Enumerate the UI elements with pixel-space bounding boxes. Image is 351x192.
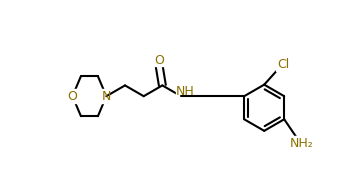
Bar [100,89,113,103]
Bar [276,60,290,71]
Text: N: N [102,90,111,103]
Text: NH₂: NH₂ [290,137,314,150]
Text: O: O [67,90,78,103]
Text: Cl: Cl [277,58,290,71]
Bar [66,89,79,103]
Bar [291,136,311,149]
Bar [177,85,193,98]
Bar [154,55,165,66]
Text: O: O [154,54,164,67]
Text: NH: NH [176,85,194,98]
